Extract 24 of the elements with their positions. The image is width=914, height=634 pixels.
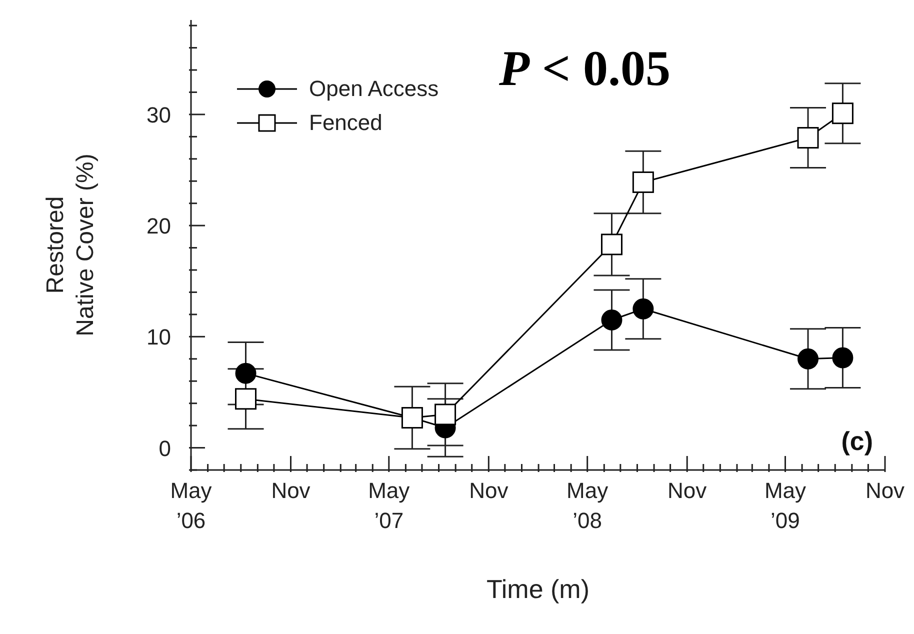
point <box>832 347 854 368</box>
y-tick-label: 0 <box>158 436 171 461</box>
point <box>798 348 819 370</box>
x-tick-label: Nov <box>668 478 707 503</box>
y-axis-title: Restored Native Cover (%) <box>42 154 99 336</box>
point <box>235 362 256 384</box>
point <box>434 404 456 426</box>
point <box>601 310 622 330</box>
y-tick-label: 20 <box>146 214 171 239</box>
point <box>632 298 654 320</box>
y-tick-label: 30 <box>146 102 171 128</box>
x-tick-label: May ’09 <box>764 478 806 533</box>
x-tick-label: Nov <box>865 478 905 503</box>
x-tick-label: May ’07 <box>368 478 410 533</box>
x-tick-label: Nov <box>469 478 508 503</box>
annotation: (c) <box>841 426 873 456</box>
x-tick-label: Nov <box>271 478 310 503</box>
x-tick-label: May ’08 <box>566 478 608 533</box>
legend-label: Fenced <box>309 110 382 136</box>
legend-label: Open Access <box>309 76 439 102</box>
x-axis-title: Time (m) <box>486 574 590 604</box>
y-tick-label: 10 <box>146 324 171 350</box>
x-tick-label: May ’06 <box>170 478 212 533</box>
annotation: P < 0.05 <box>498 40 671 96</box>
